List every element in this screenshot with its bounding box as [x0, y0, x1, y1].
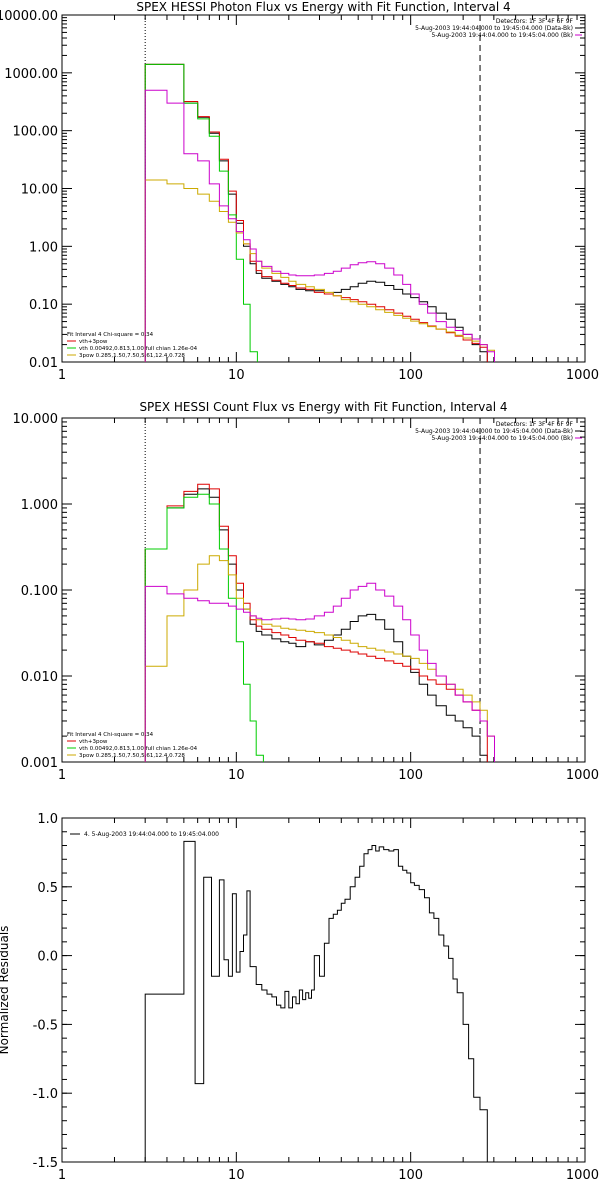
series-line-5: [144, 582, 495, 762]
x-tick-label: 1: [58, 368, 66, 383]
y-tick-label: 0.100: [21, 584, 58, 599]
y-tick-label: -1.5: [33, 1156, 58, 1171]
y-tick-label: 10.000: [13, 412, 59, 427]
series-line-4: [144, 179, 495, 362]
x-tick-label: 100: [398, 768, 423, 783]
y-tick-label: -0.5: [33, 1018, 58, 1033]
series-group: [144, 840, 488, 1162]
plot-frame: [61, 14, 586, 363]
series-line-4: [144, 555, 495, 762]
y-tick-label: 0.001: [21, 756, 58, 771]
x-tick-label: 10: [228, 1168, 245, 1183]
series-group: [144, 483, 495, 762]
y-tick-label: 1.00: [29, 240, 58, 255]
series-line-3: [144, 63, 258, 362]
y-tick-label: 1000.00: [4, 67, 58, 82]
y-tick-label: 100.00: [13, 125, 59, 140]
x-tick-label: 1: [58, 1168, 66, 1183]
x-tick-label: 1: [58, 768, 66, 783]
header-legend-entry: 5-Aug-2003 19:44:04.000 to 19:45:04.000 …: [431, 435, 573, 442]
series-line-1: [144, 488, 488, 762]
y-tick-label: 0.10: [29, 298, 58, 313]
x-tick-label: 1000: [566, 768, 599, 783]
fit-legend-entry: Fit Interval 4 Chi-square = 0.34: [67, 732, 154, 738]
chart-title: SPEX HESSI Photon Flux vs Energy with Fi…: [136, 0, 510, 14]
x-tick-label: 10: [228, 768, 245, 783]
series-line-3: [144, 493, 264, 762]
series-line-1: [144, 840, 488, 1162]
header-legend-entry: 5-Aug-2003 19:44:04.000 to 19:45:04.000 …: [415, 25, 573, 32]
header-legend-entry: 5-Aug-2003 19:44:04.000 to 19:45:04.000 …: [431, 32, 573, 39]
header-legend-entry: Detectors: 1F 3F 4F 6F 9F: [496, 18, 574, 25]
y-tick-label: 0.5: [37, 881, 58, 896]
legend-entry: 4. 5-Aug-2003 19:44:04.000 to 19:45:04.0…: [84, 831, 219, 838]
chart-panel-2: SPEX HESSI Count Flux vs Energy with Fit…: [13, 400, 600, 783]
fit-legend-entry: vth 0.00492,0.813,1.00 full chian 1.26e-…: [79, 346, 198, 352]
chart-panel-3: 1 10 100 1000 1.0 0.5 0.0 -0.5 -1.0 -1.5 Normalize…: [0, 812, 599, 1183]
header-legend-entry: Detectors: 1F 3F 4F 6F 9F: [496, 421, 574, 428]
chart-title: SPEX HESSI Count Flux vs Energy with Fit…: [139, 400, 507, 414]
x-tick-label: 10: [228, 368, 245, 383]
y-tick-label: 10000.00: [0, 9, 58, 24]
header-legend-entry: 5-Aug-2003 19:44:04.000 to 19:45:04.000 …: [415, 428, 573, 435]
plot-frame: [61, 817, 586, 1163]
y-tick-label: 1.0: [37, 812, 58, 827]
fit-legend-entry: 3pow 0.285,1.50,7.50,5.61,12.4,0.728: [79, 753, 185, 759]
fit-legend-entry: 3pow 0.285,1.50,7.50,5.61,12.4,0.728: [79, 353, 185, 359]
y-tick-label: 10.00: [21, 183, 58, 198]
chart-panel-1: SPEX HESSI Photon Flux vs Energy with Fi…: [0, 0, 599, 383]
series-line-2: [144, 483, 488, 762]
fit-legend-entry: Fit Interval 4 Chi-square = 0.34: [67, 332, 154, 338]
x-tick-label: 1000: [566, 1168, 599, 1183]
y-tick-label: 0.010: [21, 670, 58, 685]
x-tick-label: 100: [398, 368, 423, 383]
plot-frame: [61, 417, 586, 763]
x-tick-label: 1000: [566, 368, 599, 383]
y-tick-label: 1.000: [21, 498, 58, 513]
series-group: [144, 63, 495, 362]
fit-legend-entry: vth 0.00492,0.813,1.00 full chian 1.26e-…: [79, 746, 198, 752]
y-tick-label: -1.0: [33, 1087, 58, 1102]
series-line-5: [144, 89, 495, 362]
x-tick-label: 100: [398, 1168, 423, 1183]
y-tick-label: 0.01: [29, 356, 58, 371]
y-tick-label: 0.0: [37, 950, 58, 965]
fit-legend-entry: vth+3pow: [79, 739, 108, 745]
fit-legend-entry: vth+3pow: [79, 339, 108, 345]
y-axis-label: Normalized Residuals: [0, 926, 11, 1055]
